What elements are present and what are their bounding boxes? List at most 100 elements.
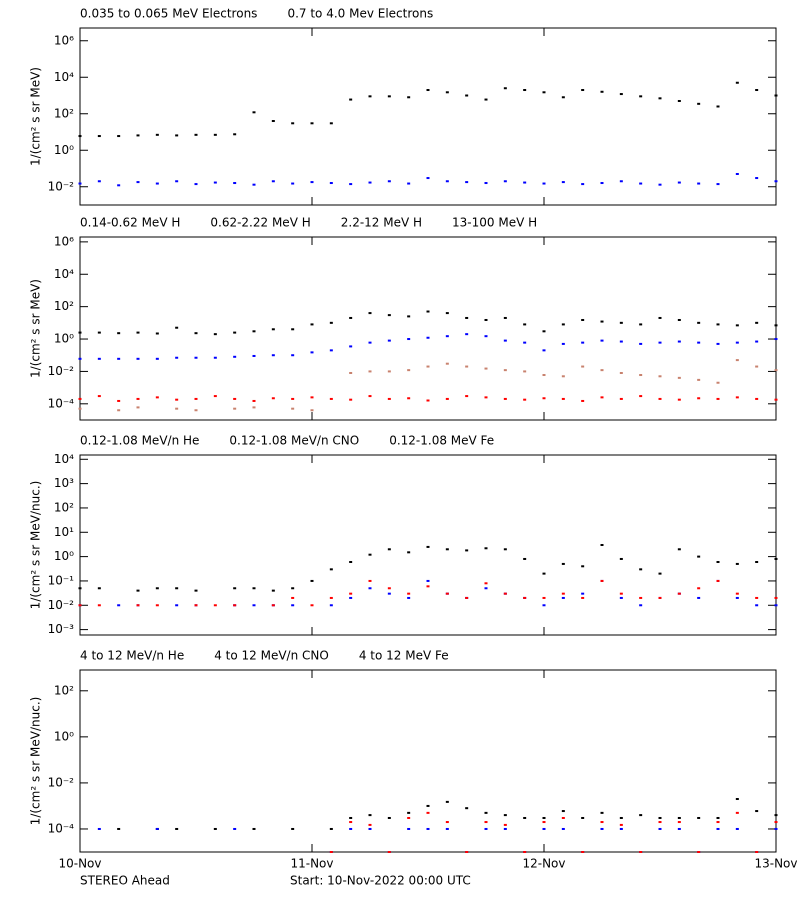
data-point bbox=[368, 823, 372, 826]
data-point bbox=[716, 579, 720, 582]
data-point bbox=[755, 596, 759, 599]
data-point bbox=[155, 587, 159, 590]
y-tick-label: 10² bbox=[54, 106, 74, 120]
data-point bbox=[755, 177, 759, 180]
data-point bbox=[78, 604, 82, 607]
data-point bbox=[600, 320, 604, 323]
data-point bbox=[774, 814, 778, 817]
data-point bbox=[175, 587, 179, 590]
data-point bbox=[503, 316, 507, 319]
data-point bbox=[465, 596, 469, 599]
data-point bbox=[523, 816, 527, 819]
data-point bbox=[484, 367, 488, 370]
data-point bbox=[697, 596, 701, 599]
data-point bbox=[619, 596, 623, 599]
legend-entry: 0.12-1.08 MeV Fe bbox=[389, 434, 494, 448]
legend-entry: 13-100 MeV H bbox=[452, 216, 537, 230]
data-point bbox=[484, 821, 488, 824]
legend-entry: 0.12-1.08 MeV/n CNO bbox=[229, 434, 359, 448]
legend-entry: 0.12-1.08 MeV/n He bbox=[80, 434, 199, 448]
data-point bbox=[426, 89, 430, 92]
data-point bbox=[639, 851, 643, 853]
data-point bbox=[581, 592, 585, 595]
data-point bbox=[213, 604, 217, 607]
data-point bbox=[426, 399, 430, 402]
data-point bbox=[503, 592, 507, 595]
data-point bbox=[252, 354, 256, 357]
data-point bbox=[387, 180, 391, 183]
data-point bbox=[329, 568, 333, 571]
data-point bbox=[271, 328, 275, 331]
data-point bbox=[349, 816, 353, 819]
data-point bbox=[581, 816, 585, 819]
data-point bbox=[658, 596, 662, 599]
data-point bbox=[774, 324, 778, 327]
data-point bbox=[368, 579, 372, 582]
data-point bbox=[619, 557, 623, 560]
data-point bbox=[387, 95, 391, 98]
data-point bbox=[639, 596, 643, 599]
data-point bbox=[445, 91, 449, 94]
data-point bbox=[542, 349, 546, 352]
legend-entry: 0.035 to 0.065 MeV Electrons bbox=[80, 7, 257, 21]
data-point bbox=[600, 182, 604, 185]
data-point bbox=[78, 135, 82, 138]
data-point bbox=[503, 827, 507, 830]
data-point bbox=[755, 365, 759, 368]
data-point bbox=[194, 397, 198, 400]
y-tick-label: 10⁴ bbox=[54, 267, 74, 281]
data-point bbox=[561, 592, 565, 595]
data-point bbox=[774, 94, 778, 97]
data-point bbox=[407, 182, 411, 185]
data-point bbox=[291, 182, 295, 185]
y-tick-label: 10⁻² bbox=[48, 598, 75, 612]
data-point bbox=[155, 133, 159, 136]
data-point bbox=[349, 98, 353, 101]
data-point bbox=[697, 341, 701, 344]
data-point bbox=[213, 333, 217, 336]
y-tick-label: 10⁰ bbox=[54, 729, 74, 743]
y-tick-label: 10⁶ bbox=[54, 234, 74, 248]
data-point bbox=[387, 370, 391, 373]
data-point bbox=[407, 338, 411, 341]
data-point bbox=[310, 579, 314, 582]
data-point bbox=[407, 369, 411, 372]
data-point bbox=[619, 827, 623, 830]
data-point bbox=[445, 397, 449, 400]
data-point bbox=[542, 821, 546, 824]
data-point bbox=[561, 562, 565, 565]
data-point bbox=[426, 585, 430, 588]
data-point bbox=[755, 604, 759, 607]
plot-frame bbox=[79, 27, 777, 206]
data-point bbox=[503, 339, 507, 342]
data-point bbox=[368, 341, 372, 344]
data-point bbox=[97, 180, 101, 183]
data-point bbox=[329, 827, 333, 830]
data-point bbox=[252, 406, 256, 409]
data-point bbox=[677, 376, 681, 379]
x-tick-label: 13-Nov bbox=[754, 857, 797, 871]
data-point bbox=[349, 316, 353, 319]
y-tick-label: 10⁶ bbox=[54, 33, 74, 47]
data-point bbox=[503, 548, 507, 551]
data-point bbox=[619, 180, 623, 183]
data-point bbox=[426, 310, 430, 313]
data-point bbox=[697, 102, 701, 105]
data-point bbox=[407, 592, 411, 595]
data-point bbox=[697, 182, 701, 185]
data-point bbox=[774, 338, 778, 341]
data-point bbox=[561, 96, 565, 99]
data-point bbox=[445, 362, 449, 365]
data-point bbox=[677, 827, 681, 830]
data-point bbox=[639, 374, 643, 377]
data-point bbox=[600, 579, 604, 582]
data-point bbox=[368, 95, 372, 98]
data-point bbox=[561, 323, 565, 326]
data-point bbox=[677, 592, 681, 595]
data-point bbox=[368, 312, 372, 315]
data-point bbox=[484, 318, 488, 321]
legend-entry: 0.7 to 4.0 Mev Electrons bbox=[287, 7, 433, 21]
y-tick-label: 10⁴ bbox=[54, 452, 74, 466]
data-point bbox=[310, 122, 314, 125]
